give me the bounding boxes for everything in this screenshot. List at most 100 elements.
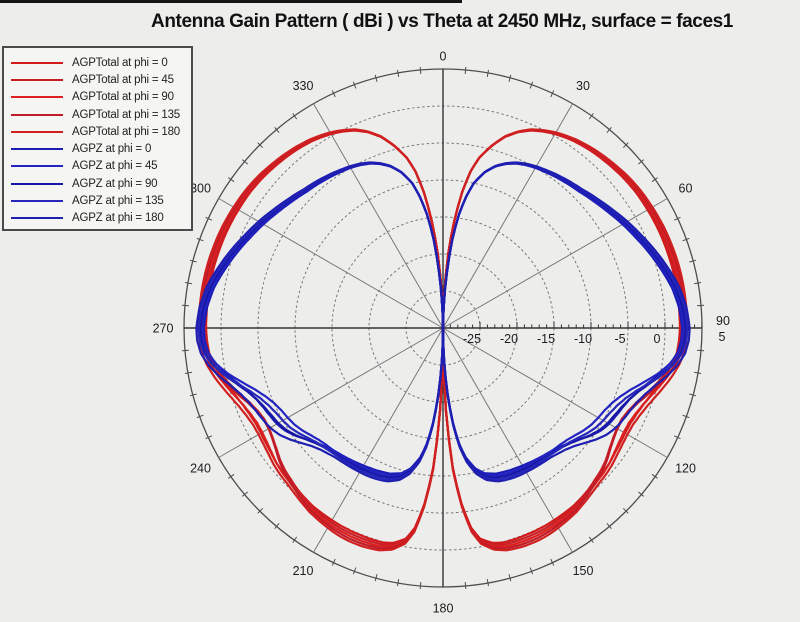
legend-item: AGPTotal at phi = 0	[11, 54, 191, 71]
legend-item: AGPZ at phi = 180	[11, 210, 191, 227]
legend-label: AGPZ at phi = 0	[72, 143, 152, 156]
legend-label: AGPTotal at phi = 45	[72, 73, 174, 86]
angle-minor-tick	[196, 414, 204, 419]
legend-label: AGPZ at phi = 90	[72, 177, 158, 190]
legend-item: AGPZ at phi = 90	[11, 175, 191, 192]
angle-label: 240	[190, 462, 211, 476]
angle-minor-tick	[673, 435, 681, 440]
angle-minor-tick	[181, 304, 190, 307]
angle-minor-tick	[196, 237, 204, 242]
legend-label: AGPTotal at phi = 180	[72, 125, 180, 138]
angle-minor-tick	[181, 349, 190, 352]
angle-minor-tick	[419, 66, 422, 75]
angle-minor-tick	[550, 558, 555, 566]
angle-minor-tick	[622, 142, 629, 149]
angle-minor-tick	[696, 349, 705, 352]
angle-minor-tick	[374, 74, 378, 82]
radial-label: 0	[654, 332, 661, 346]
grid-spoke	[313, 103, 444, 329]
angle-minor-tick	[274, 126, 280, 134]
angle-minor-tick	[550, 90, 555, 98]
angle-label: 210	[293, 564, 314, 578]
grid-spoke	[442, 327, 668, 458]
angle-minor-tick	[205, 435, 213, 440]
angle-minor-tick	[189, 393, 197, 397]
legend-item: AGPTotal at phi = 90	[11, 89, 191, 106]
angle-minor-tick	[622, 507, 629, 514]
angle-minor-tick	[397, 579, 400, 587]
grid-spoke	[218, 198, 444, 329]
angle-minor-tick	[696, 304, 705, 307]
legend-line-swatch	[11, 182, 63, 185]
angle-label: 30	[576, 79, 590, 93]
legend-label: AGPZ at phi = 135	[72, 195, 164, 208]
legend-label: AGPTotal at phi = 90	[72, 91, 174, 104]
angle-label: 150	[573, 564, 594, 578]
angle-label: 120	[675, 462, 696, 476]
grid-spoke	[442, 327, 573, 553]
legend-line-swatch	[11, 148, 63, 151]
angle-minor-tick	[486, 579, 489, 587]
angle-label: 270	[153, 322, 174, 336]
legend-line-swatch	[11, 61, 63, 64]
angle-minor-tick	[464, 66, 467, 75]
legend-label: AGPZ at phi = 180	[72, 212, 164, 225]
angle-label: 90	[716, 314, 730, 328]
angle-minor-tick	[606, 126, 612, 134]
angle-minor-tick	[228, 177, 235, 183]
radial-label: -25	[463, 332, 481, 346]
angle-minor-tick	[184, 371, 192, 374]
angle-minor-tick	[257, 507, 264, 514]
grid-spoke	[313, 327, 444, 553]
angle-minor-tick	[682, 237, 690, 242]
angle-label: 180	[433, 602, 454, 616]
legend-label: AGPZ at phi = 45	[72, 160, 158, 173]
legend-line-swatch	[11, 217, 63, 220]
top-border-strip	[0, 0, 462, 3]
radial-label: -15	[537, 332, 555, 346]
rmax-label: 5	[719, 330, 726, 344]
angle-minor-tick	[205, 216, 213, 221]
angle-minor-tick	[486, 69, 489, 77]
legend-box: AGPTotal at phi = 0 AGPTotal at phi = 45 A…	[2, 46, 193, 231]
angle-minor-tick	[241, 159, 249, 165]
angle-minor-tick	[228, 473, 235, 479]
angle-minor-tick	[588, 113, 594, 120]
legend-item: AGPZ at phi = 45	[11, 158, 191, 175]
angle-minor-tick	[464, 581, 467, 590]
angle-minor-tick	[292, 536, 298, 543]
angle-minor-tick	[637, 159, 645, 165]
angle-minor-tick	[419, 581, 422, 590]
legend-label: AGPTotal at phi = 135	[72, 108, 180, 121]
angle-minor-tick	[292, 113, 298, 120]
legend-item: AGPTotal at phi = 135	[11, 106, 191, 123]
legend-line-swatch	[11, 96, 63, 99]
angle-label: 0	[440, 50, 447, 64]
radial-label: -10	[574, 332, 592, 346]
radial-label: -20	[500, 332, 518, 346]
legend-line-swatch	[11, 113, 63, 116]
series-path-agpz-phi-180	[195, 161, 691, 483]
legend-line-swatch	[11, 130, 63, 133]
grid-spoke	[442, 103, 573, 329]
angle-minor-tick	[651, 473, 658, 479]
legend-item: AGPZ at phi = 0	[11, 140, 191, 157]
angle-minor-tick	[189, 259, 197, 263]
angle-minor-tick	[257, 142, 264, 149]
angle-minor-tick	[529, 567, 534, 575]
angle-minor-tick	[637, 491, 645, 497]
angle-label: 300	[190, 182, 211, 196]
legend-item: AGPTotal at phi = 180	[11, 123, 191, 140]
angle-minor-tick	[694, 371, 702, 374]
angle-minor-tick	[606, 522, 612, 530]
legend-item: AGPTotal at phi = 45	[11, 71, 191, 88]
angle-minor-tick	[529, 81, 534, 89]
angle-minor-tick	[508, 574, 512, 582]
radial-label: -5	[614, 332, 625, 346]
angle-label: 330	[293, 79, 314, 93]
legend-line-swatch	[11, 165, 63, 168]
grid-spoke	[442, 198, 668, 329]
angle-minor-tick	[241, 491, 249, 497]
